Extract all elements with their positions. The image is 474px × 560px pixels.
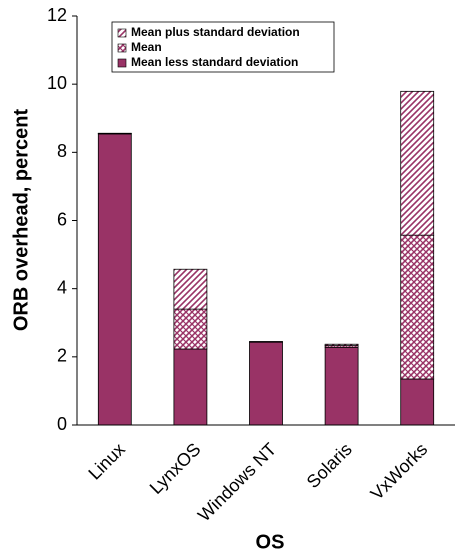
- legend-label: Mean: [131, 40, 162, 54]
- bar-segment: [173, 348, 208, 426]
- bar-segment: [400, 378, 435, 426]
- y-axis-title: ORB overhead, percent: [10, 109, 32, 332]
- bar-segment: [97, 133, 132, 426]
- x-tick-label: LynxOS: [146, 439, 205, 498]
- bar-segment: [400, 234, 435, 380]
- y-tick-label: 10: [47, 73, 67, 93]
- bar-segment: [249, 341, 283, 426]
- x-axis-title: OS: [256, 531, 285, 553]
- legend-label: Mean less standard deviation: [131, 55, 298, 69]
- x-tick-label: Solaris: [303, 439, 356, 492]
- bar-segment: [173, 268, 208, 310]
- bar-segment: [324, 346, 359, 426]
- x-tick-label: VxWorks: [367, 439, 432, 504]
- y-tick-label: 6: [57, 209, 67, 229]
- y-tick-label: 8: [57, 141, 67, 161]
- legend-box: [111, 21, 335, 73]
- legend-label: Mean plus standard deviation: [131, 25, 300, 39]
- bar-segment: [400, 90, 435, 236]
- x-tick-label: Linux: [84, 439, 129, 484]
- bar-segment: [324, 343, 359, 346]
- y-tick-label: 4: [57, 277, 67, 297]
- y-tick-label: 0: [57, 414, 67, 434]
- legend-swatch: [117, 43, 127, 53]
- y-tick-label: 12: [47, 5, 67, 25]
- bar-segment: [173, 308, 208, 350]
- legend-swatch: [117, 58, 127, 68]
- x-tick-label: Windows NT: [194, 439, 280, 525]
- y-tick-label: 2: [57, 346, 67, 366]
- legend-swatch: [117, 28, 127, 38]
